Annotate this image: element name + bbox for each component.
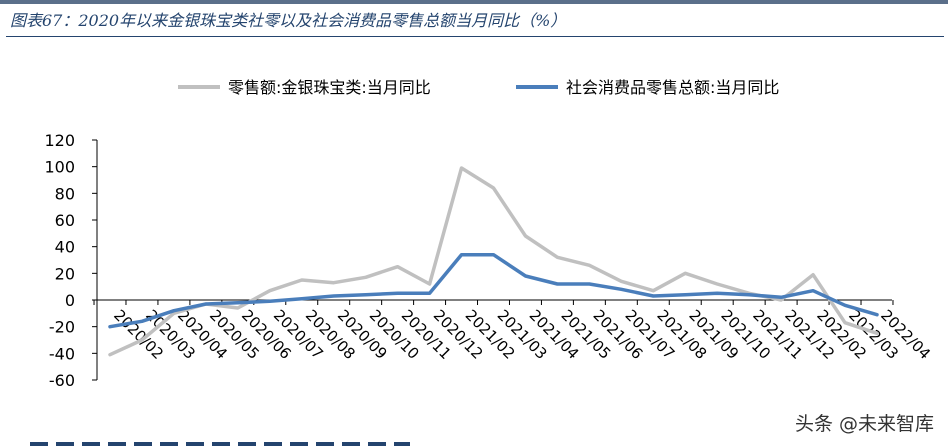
y-tick-label: -20 [49, 318, 75, 337]
y-tick-label: -40 [49, 344, 75, 363]
top-rule [0, 0, 948, 4]
series-line-total-retail [108, 252, 879, 329]
x-axis: 2020/022020/032020/042020/052020/062020/… [93, 299, 934, 363]
y-tick-label: 0 [65, 291, 75, 310]
y-tick-label: 20 [55, 264, 75, 283]
y-tick-label: 120 [44, 131, 75, 150]
y-tick-label: 100 [44, 158, 75, 177]
y-tick-label: 80 [55, 184, 75, 203]
watermark: 头条 @未来智库 [792, 409, 936, 436]
y-axis: 120 100 80 60 40 20 0 -20 -40 -60 [44, 131, 98, 390]
plot-lines [108, 166, 879, 357]
footer-source-fragment [30, 442, 410, 446]
title-rule [6, 36, 944, 37]
y-tick-label: 60 [55, 211, 75, 230]
y-tick-label: 40 [55, 238, 75, 257]
legend-label: 社会消费品零售总额:当月同比 [566, 78, 779, 97]
y-tick-label: -60 [49, 371, 75, 390]
legend-label: 零售额:金银珠宝类:当月同比 [228, 78, 431, 97]
figure-title: 图表67：2020年以来金银珠宝类社零以及社会消费品零售总额当月同比（%） [10, 11, 567, 30]
legend: 零售额:金银珠宝类:当月同比 社会消费品零售总额:当月同比 [178, 78, 779, 97]
